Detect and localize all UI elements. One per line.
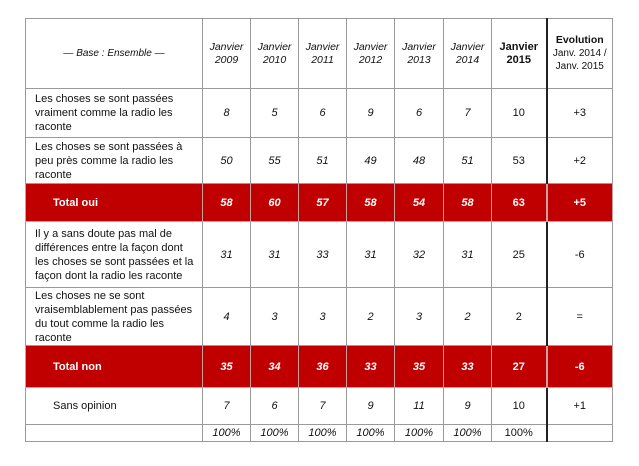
cell-value: 9: [346, 387, 395, 425]
cell-value: 3: [250, 287, 299, 346]
table-row: Il y a sans doute pas mal de différences…: [25, 221, 613, 288]
evolution-header: Evolution Janv. 2014 / Janv. 2015: [545, 18, 613, 89]
cell-value: 58: [346, 183, 395, 222]
evolution-title: Evolution: [555, 34, 604, 46]
total-value: 100%: [250, 424, 299, 442]
cell-value: 35: [394, 345, 444, 388]
cell-value: 7: [202, 387, 251, 425]
table-row: Total non 35 34 36 33 35 33 27 -6: [25, 345, 613, 388]
cell-value: 34: [250, 345, 299, 388]
cell-value: 4: [202, 287, 251, 346]
cell-value: 2: [346, 287, 395, 346]
cell-value: 2: [491, 287, 547, 346]
year-header: Janvier 2009: [202, 18, 251, 89]
blank-cell: [545, 424, 613, 442]
table-row: Les choses ne se sont vraisemblablement …: [25, 287, 613, 346]
cell-value: 48: [394, 137, 444, 184]
cell-value: 63: [491, 183, 547, 222]
table-row: Sans opinion 7 6 7 9 11 9 10 +1: [25, 387, 613, 425]
cell-value: 10: [491, 88, 547, 138]
total-value: 100%: [394, 424, 444, 442]
cell-value: 6: [298, 88, 347, 138]
cell-value: 27: [491, 345, 547, 388]
cell-value: 10: [491, 387, 547, 425]
table-row: Les choses se sont passées vraiment comm…: [25, 88, 613, 138]
total-value: 100%: [346, 424, 395, 442]
cell-value: 50: [202, 137, 251, 184]
evolution-value: +2: [545, 137, 613, 184]
cell-value: 9: [346, 88, 395, 138]
cell-value: 33: [298, 221, 347, 288]
cell-value: 25: [491, 221, 547, 288]
cell-value: 33: [443, 345, 492, 388]
table-wrap: — Base : Ensemble — Janvier 2009 Janvier …: [25, 18, 613, 442]
row-label: Les choses ne se sont vraisemblablement …: [25, 287, 203, 346]
year-header: Janvier 2012: [346, 18, 395, 89]
row-label: Sans opinion: [25, 387, 203, 425]
cell-value: 51: [298, 137, 347, 184]
evolution-value: +3: [545, 88, 613, 138]
cell-value: 58: [202, 183, 251, 222]
cell-value: 53: [491, 137, 547, 184]
cell-value: 5: [250, 88, 299, 138]
row-label: Total non: [25, 345, 203, 388]
cell-value: 54: [394, 183, 444, 222]
year-header: Janvier 2013: [394, 18, 444, 89]
evolution-value: -6: [545, 345, 613, 388]
total-value: 100%: [443, 424, 492, 442]
cell-value: 9: [443, 387, 492, 425]
totals-row: 100% 100% 100% 100% 100% 100% 100%: [25, 424, 613, 442]
total-value: 100%: [298, 424, 347, 442]
cell-value: 2: [443, 287, 492, 346]
cell-value: 32: [394, 221, 444, 288]
row-label: Les choses se sont passées vraiment comm…: [25, 88, 203, 138]
cell-value: 35: [202, 345, 251, 388]
cell-value: 6: [250, 387, 299, 425]
cell-value: 51: [443, 137, 492, 184]
cell-value: 3: [298, 287, 347, 346]
cell-value: 3: [394, 287, 444, 346]
evolution-value: =: [545, 287, 613, 346]
header-row: — Base : Ensemble — Janvier 2009 Janvier …: [25, 18, 613, 89]
year-header: Janvier 2015: [491, 18, 547, 89]
cell-value: 8: [202, 88, 251, 138]
total-value: 100%: [202, 424, 251, 442]
cell-value: 7: [443, 88, 492, 138]
cell-value: 57: [298, 183, 347, 222]
cell-value: 55: [250, 137, 299, 184]
total-value: 100%: [491, 424, 547, 442]
table-body: Les choses se sont passées vraiment comm…: [25, 88, 613, 442]
year-header: Janvier 2011: [298, 18, 347, 89]
cell-value: 7: [298, 387, 347, 425]
evolution-value: -6: [545, 221, 613, 288]
year-header: Janvier 2014: [443, 18, 492, 89]
cell-value: 6: [394, 88, 444, 138]
evolution-value: +1: [545, 387, 613, 425]
cell-value: 11: [394, 387, 444, 425]
blank-cell: [25, 424, 203, 442]
cell-value: 31: [443, 221, 492, 288]
base-label: — Base : Ensemble —: [25, 18, 203, 89]
row-label: Il y a sans doute pas mal de différences…: [25, 221, 203, 288]
results-table: — Base : Ensemble — Janvier 2009 Janvier …: [25, 18, 613, 442]
cell-value: 31: [202, 221, 251, 288]
cell-value: 36: [298, 345, 347, 388]
cell-value: 31: [346, 221, 395, 288]
cell-value: 31: [250, 221, 299, 288]
row-label: Total oui: [25, 183, 203, 222]
cell-value: 58: [443, 183, 492, 222]
evolution-subtitle: Janv. 2014 / Janv. 2015: [552, 48, 607, 72]
table-row: Total oui 58 60 57 58 54 58 63 +5: [25, 183, 613, 222]
cell-value: 60: [250, 183, 299, 222]
table-row: Les choses se sont passées à peu près co…: [25, 137, 613, 184]
cell-value: 33: [346, 345, 395, 388]
year-header: Janvier 2010: [250, 18, 299, 89]
row-label: Les choses se sont passées à peu près co…: [25, 137, 203, 184]
evolution-value: +5: [545, 183, 613, 222]
cell-value: 49: [346, 137, 395, 184]
